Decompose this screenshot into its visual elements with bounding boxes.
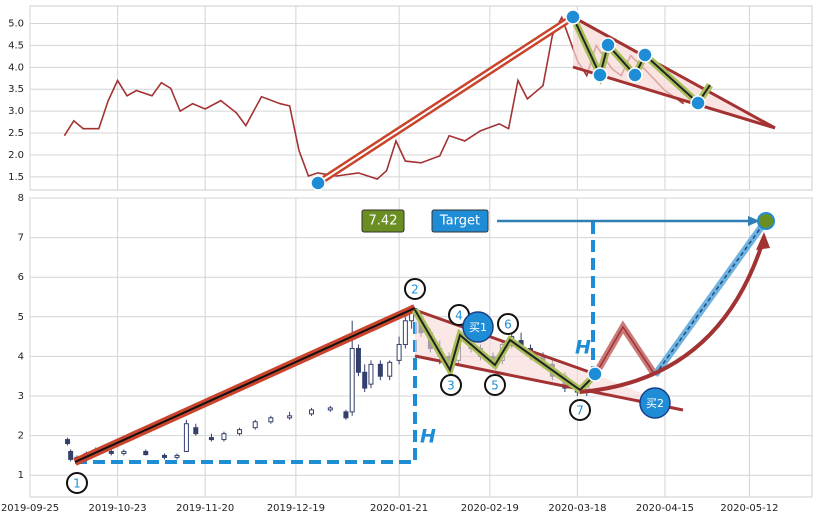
curve-arrow bbox=[579, 237, 766, 394]
candle-body bbox=[396, 344, 402, 361]
height-label: H bbox=[575, 337, 591, 359]
target-point bbox=[757, 212, 775, 230]
rise-line-core bbox=[74, 307, 416, 463]
y-tick-label: 8 bbox=[18, 193, 24, 204]
candle-body bbox=[108, 450, 114, 454]
candle-body bbox=[65, 439, 71, 445]
candle-body bbox=[183, 423, 189, 452]
height-guide bbox=[75, 308, 417, 464]
candle-body bbox=[287, 415, 293, 419]
point-label: 1 bbox=[73, 477, 81, 491]
y-tick-label: 3.5 bbox=[8, 84, 24, 95]
candle-body bbox=[268, 417, 274, 423]
candle-body bbox=[349, 347, 355, 413]
candle-body bbox=[143, 450, 149, 456]
point-label: 2 bbox=[411, 283, 419, 297]
buy-marker bbox=[639, 387, 671, 419]
point-label: 5 bbox=[491, 379, 499, 393]
x-tick-label: 2020-03-18 bbox=[548, 503, 606, 514]
y-tick-label: 3 bbox=[18, 391, 24, 402]
candle-body bbox=[162, 454, 168, 458]
trend-line bbox=[572, 15, 776, 130]
candle-body bbox=[193, 427, 199, 435]
x-tick-label: 2020-02-19 bbox=[461, 503, 519, 514]
candle-body bbox=[309, 409, 315, 415]
x-tick-label: 2020-05-12 bbox=[720, 503, 778, 514]
candle-body bbox=[237, 429, 243, 435]
y-tick-label: 5.0 bbox=[8, 19, 24, 30]
y-tick-label: 6 bbox=[18, 272, 24, 283]
point-circles bbox=[66, 278, 591, 494]
y-tick-label: 3.0 bbox=[8, 106, 24, 117]
rise-line-core bbox=[317, 16, 574, 184]
candle-body bbox=[368, 363, 374, 385]
projection-core bbox=[594, 325, 656, 376]
x-tick-label: 2020-04-15 bbox=[636, 503, 694, 514]
candle-body bbox=[208, 437, 214, 441]
pivots bbox=[310, 9, 706, 191]
candle-body bbox=[221, 433, 227, 441]
candle-body bbox=[327, 407, 333, 411]
candle-body bbox=[252, 421, 258, 429]
buy-label: 买2 bbox=[646, 397, 664, 410]
y-tick-label: 4.5 bbox=[8, 40, 24, 51]
point-label: 6 bbox=[504, 318, 512, 332]
pivot bbox=[587, 366, 603, 382]
height-label: H bbox=[420, 426, 436, 448]
point-label: 3 bbox=[447, 379, 455, 393]
x-tick-label: 2019-09-25 bbox=[1, 503, 59, 514]
target-value-box bbox=[361, 209, 405, 233]
candle-body bbox=[377, 363, 383, 377]
y-tick-label: 5 bbox=[18, 312, 24, 323]
x-tick-label: 2019-10-23 bbox=[89, 503, 147, 514]
y-tick-label: 2.5 bbox=[8, 128, 24, 139]
y-tick-label: 2.0 bbox=[8, 150, 24, 161]
y-tick-label: 4 bbox=[18, 351, 24, 362]
y-tick-label: 1 bbox=[18, 470, 24, 481]
overlays: 7.42 Target H H 1 2 3 4 5 6 7 买1 买2 bbox=[66, 9, 776, 494]
arrow-head bbox=[756, 232, 770, 250]
candle-body bbox=[355, 347, 361, 373]
y-tick-label: 4.0 bbox=[8, 62, 24, 73]
candle-body bbox=[68, 450, 74, 460]
y-tick-label: 2 bbox=[18, 431, 24, 442]
x-tick-label: 2019-12-19 bbox=[267, 503, 325, 514]
x-tick-label: 2019-11-20 bbox=[176, 503, 234, 514]
target-box bbox=[431, 209, 489, 233]
point-label: 7 bbox=[576, 404, 584, 418]
candle-body bbox=[174, 454, 180, 458]
candle-body bbox=[343, 411, 349, 419]
y-tick-label: 1.5 bbox=[8, 172, 24, 183]
candle-body bbox=[387, 361, 393, 377]
buy-label: 买1 bbox=[469, 321, 487, 334]
candle-body bbox=[121, 450, 127, 454]
x-tick-label: 2020-01-21 bbox=[370, 503, 428, 514]
candle-body bbox=[362, 371, 368, 389]
target-value: 7.42 bbox=[369, 214, 398, 229]
point-label: 4 bbox=[455, 309, 463, 323]
y-tick-label: 7 bbox=[18, 233, 24, 244]
arrow-head bbox=[748, 216, 760, 226]
trend-line bbox=[414, 354, 684, 412]
target-label: Target bbox=[439, 214, 480, 229]
candle-body bbox=[402, 320, 408, 346]
target-path-core bbox=[654, 225, 763, 376]
buy-marker bbox=[462, 311, 494, 343]
